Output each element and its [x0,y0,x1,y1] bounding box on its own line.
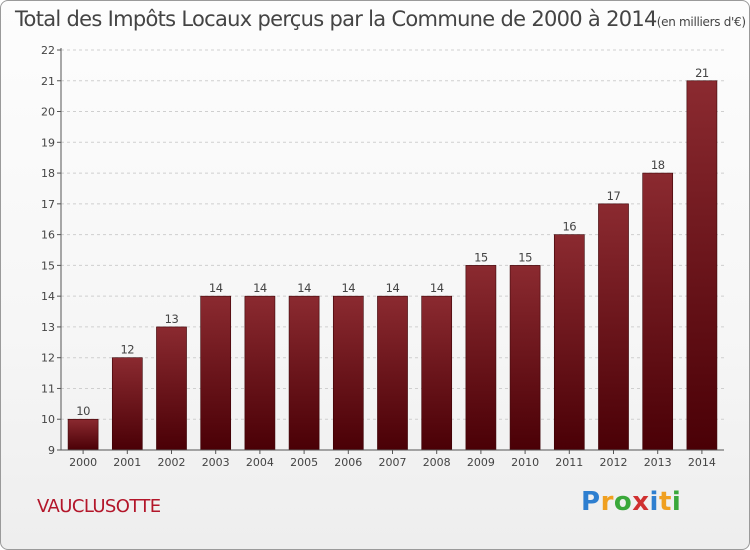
bar [244,295,276,451]
x-tick-label: 2011 [555,456,583,469]
bar [465,265,497,451]
x-tick-label: 2000 [69,456,97,469]
data-label: 13 [165,312,179,326]
bar [686,80,718,451]
x-tick-label: 2012 [600,456,628,469]
x-tick-label: 2005 [290,456,318,469]
x-tick-label: 2009 [467,456,495,469]
y-tick-label: 16 [41,229,55,242]
data-label: 12 [120,343,134,357]
logo-letter: t [658,487,672,517]
y-tick-label: 10 [41,413,55,426]
y-tick-label: 18 [41,167,55,180]
x-tick-label: 2014 [688,456,716,469]
bar [553,234,585,451]
chart-title-line: Total des Impôts Locaux perçus par la Co… [15,7,746,31]
bar [156,326,187,451]
y-tick-label: 13 [41,321,55,334]
logo-letter: r [600,487,614,517]
proxiti-logo: Proxiti [581,487,681,517]
commune-name: VAUCLUSOTTE [37,496,161,517]
x-tick-label: 2008 [423,456,451,469]
bar [377,295,408,451]
chart-title: Total des Impôts Locaux perçus par la Co… [15,7,657,31]
bar [598,203,629,451]
y-tick-label: 20 [41,106,55,119]
x-tick-label: 2002 [158,456,186,469]
x-tick-label: 2010 [511,456,539,469]
y-tick-label: 12 [41,352,55,365]
x-tick-label: 2004 [246,456,274,469]
data-label: 14 [253,281,267,295]
y-tick-label: 9 [48,444,55,457]
bar [67,418,99,451]
x-tick-label: 2003 [202,456,230,469]
x-tick-label: 2001 [113,456,141,469]
bar [421,295,453,451]
bar [111,357,143,451]
bar [200,295,232,451]
data-label: 16 [562,220,576,234]
chart-unit: (en milliers d'€) [656,15,746,29]
y-tick-label: 15 [41,259,55,272]
bar [642,172,674,451]
x-tick-label: 2007 [379,456,407,469]
x-tick-label: 2013 [644,456,672,469]
logo-letter: x [632,487,650,517]
labels: 9 10 11 12 13 14 15 16 17 18 19 20 21 22 10 2000 12 2001 1… [41,44,716,469]
y-tick-label: 22 [41,44,55,57]
data-label: 21 [695,66,709,80]
data-label: 14 [386,281,400,295]
y-tick-label: 21 [41,75,55,88]
data-label: 14 [341,281,355,295]
data-label: 10 [76,404,90,418]
logo-letter: P [581,487,601,517]
y-tick-label: 14 [41,290,55,303]
axes [57,48,724,454]
logo-letter: o [613,487,633,517]
data-label: 14 [297,281,311,295]
bar [509,265,541,451]
data-label: 15 [474,250,488,264]
bar [288,295,320,451]
y-tick-label: 17 [41,198,55,211]
data-label: 15 [518,250,532,264]
logo-letter: i [671,487,682,517]
x-tick-label: 2006 [334,456,362,469]
data-label: 18 [651,158,665,172]
data-label: 14 [209,281,223,295]
y-tick-label: 19 [41,136,55,149]
logo-letter: i [649,487,659,517]
y-tick-label: 11 [41,382,55,395]
bars [67,80,718,451]
data-label: 17 [607,189,621,203]
bar [332,295,364,451]
data-label: 14 [430,281,444,295]
